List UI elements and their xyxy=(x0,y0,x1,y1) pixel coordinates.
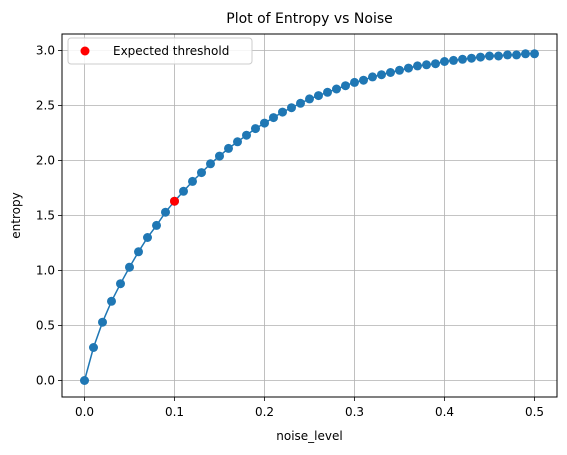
y-tick-label: 1.0 xyxy=(36,264,55,278)
entropy-data-point xyxy=(494,51,503,61)
entropy-data-point xyxy=(458,54,467,64)
entropy-data-point xyxy=(296,98,305,108)
y-tick-label: 2.0 xyxy=(36,154,55,168)
x-tick-label: 0.3 xyxy=(345,405,364,419)
entropy-data-point xyxy=(287,103,296,113)
entropy-data-point xyxy=(305,94,314,104)
entropy-data-point xyxy=(233,137,242,147)
expected-threshold-point xyxy=(170,196,179,206)
entropy-data-point xyxy=(485,51,494,61)
entropy-data-point xyxy=(251,124,260,134)
entropy-data-point xyxy=(386,68,395,77)
entropy-data-point xyxy=(188,176,197,186)
entropy-data-point xyxy=(116,279,125,289)
y-tick-label: 0.0 xyxy=(36,374,55,388)
x-tick-label: 0.5 xyxy=(525,405,544,419)
entropy-data-point xyxy=(377,70,386,80)
x-tick-label: 0.4 xyxy=(435,405,454,419)
y-tick-label: 0.5 xyxy=(36,319,55,333)
entropy-data-point xyxy=(260,118,269,128)
entropy-data-point xyxy=(125,262,134,272)
entropy-data-point xyxy=(98,317,107,327)
entropy-data-point xyxy=(341,81,350,91)
entropy-data-point xyxy=(512,50,521,60)
entropy-data-point xyxy=(161,207,170,217)
y-tick-label: 2.5 xyxy=(36,99,55,113)
legend: Expected threshold xyxy=(67,37,253,65)
entropy-data-point xyxy=(413,61,422,71)
entropy-data-point xyxy=(530,49,539,59)
entropy-data-point xyxy=(440,57,449,66)
x-tick-label: 0.2 xyxy=(255,405,274,419)
entropy-data-point xyxy=(152,220,161,230)
y-tick-label: 1.5 xyxy=(36,209,55,223)
y-tick-label: 3.0 xyxy=(36,44,55,58)
entropy-data-point xyxy=(359,75,368,85)
entropy-data-point xyxy=(269,113,278,123)
grid xyxy=(62,34,557,397)
entropy-data-point xyxy=(332,84,341,94)
entropy-data-point xyxy=(206,159,215,169)
y-axis-label: entropy xyxy=(9,192,23,238)
entropy-data-point xyxy=(224,143,233,153)
entropy-data-point xyxy=(242,130,251,140)
entropy-data-point xyxy=(404,63,413,73)
entropy-data-point xyxy=(431,59,440,69)
entropy-data-point xyxy=(476,52,485,62)
x-axis-label: noise_level xyxy=(276,429,342,443)
entropy-data-point xyxy=(107,296,116,306)
chart-title: Plot of Entropy vs Noise xyxy=(226,11,393,27)
axis-ticks: 0.0 0.1 0.2 0.3 0.4 0.5 0.0 0.5 1.0 1.5 2.0 2.5 3.0 xyxy=(36,44,544,420)
entropy-data-point xyxy=(143,233,152,242)
x-tick-label: 0.0 xyxy=(75,405,94,419)
entropy-data-point xyxy=(449,55,458,65)
entropy-data-point xyxy=(395,65,404,75)
entropy-data-point xyxy=(215,151,224,161)
entropy-data-point xyxy=(134,247,143,257)
entropy-data-point xyxy=(323,87,332,97)
entropy-data-point xyxy=(179,186,188,196)
entropy-data-point xyxy=(314,91,323,101)
entropy-data-point xyxy=(503,50,512,60)
entropy-data-point xyxy=(89,343,98,352)
entropy-data-point xyxy=(521,49,530,59)
legend-marker-expected-threshold xyxy=(80,46,90,56)
entropy-data-point xyxy=(422,60,431,70)
entropy-data-point xyxy=(350,77,359,87)
legend-label-expected-threshold: Expected threshold xyxy=(113,44,229,58)
legend-box xyxy=(67,37,253,65)
entropy-data-point xyxy=(368,72,377,82)
series-layer xyxy=(80,49,539,385)
entropy-data-point xyxy=(278,107,287,117)
entropy-data-point xyxy=(467,53,476,63)
entropy-data-point xyxy=(197,168,206,178)
entropy-data-point xyxy=(80,376,89,385)
x-tick-label: 0.1 xyxy=(165,405,184,419)
